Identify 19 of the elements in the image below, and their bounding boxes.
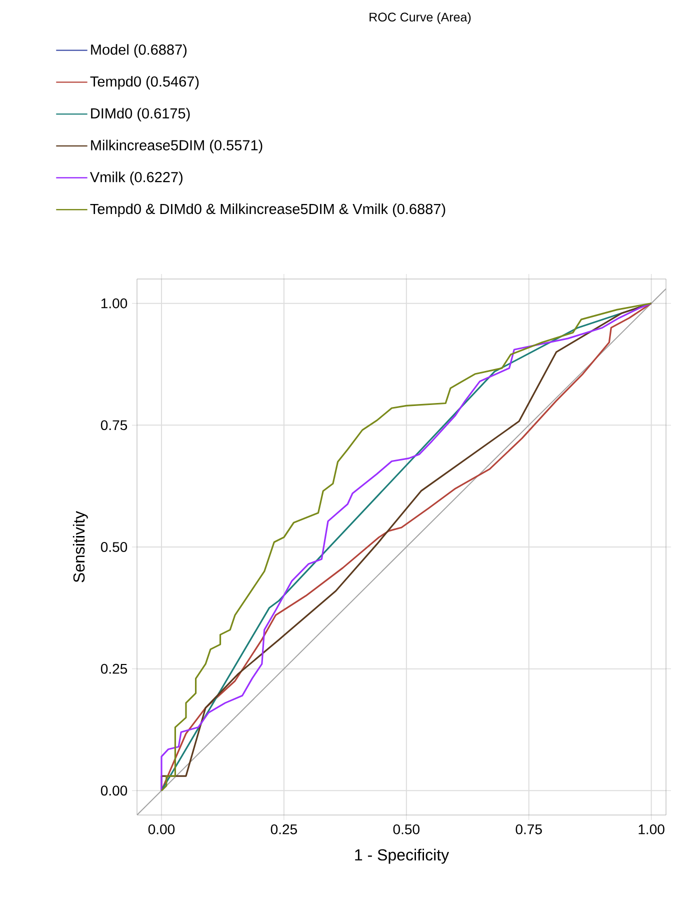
y-tick-label: 0.25 bbox=[100, 664, 128, 674]
legend-label: Tempd0 (0.5467) bbox=[90, 76, 199, 90]
y-tick-label: 0.50 bbox=[100, 542, 128, 552]
x-tick-label: 1.00 bbox=[638, 824, 664, 834]
x-tick-label: 0.50 bbox=[393, 824, 420, 834]
x-tick-label: 0.25 bbox=[270, 824, 297, 834]
legend-label: DIMd0 (0.6175) bbox=[91, 108, 190, 122]
legend-label: Milkincrease5DIM (0.5571) bbox=[91, 140, 262, 154]
legend-label: Tempd0 & DIMd0 & Milkincrease5DIM & Vmilk (0.6887) bbox=[90, 203, 446, 217]
legend-label: Vmilk (0.6227) bbox=[90, 172, 182, 186]
y-tick-label: 0.00 bbox=[100, 786, 128, 796]
y-tick-label: 0.75 bbox=[100, 420, 128, 430]
y-axis-title: Sensitivity bbox=[72, 511, 88, 582]
x-tick-label: 0.75 bbox=[516, 824, 542, 834]
y-tick-label: 1.00 bbox=[101, 298, 128, 308]
x-axis-title: 1 - Specificity bbox=[355, 848, 450, 864]
legend-title: ROC Curve (Area) bbox=[370, 12, 471, 24]
x-tick-label: 0.00 bbox=[148, 824, 175, 834]
legend-label: Model (0.6887) bbox=[91, 44, 187, 58]
